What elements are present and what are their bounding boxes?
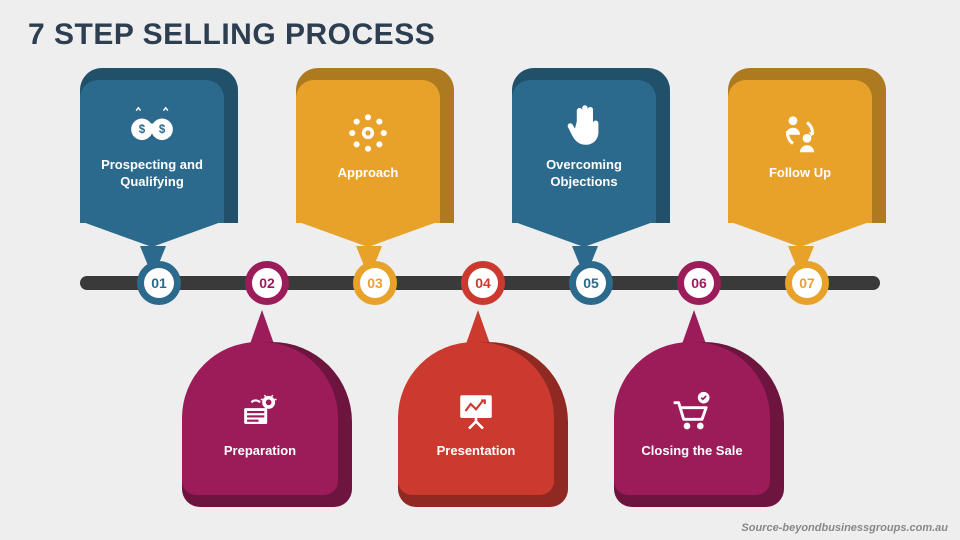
binoculars-icon: $$ [128,101,176,149]
timeline-node-04: 04 [461,261,505,305]
timeline-node-02: 02 [245,261,289,305]
timeline-node-06: 06 [677,261,721,305]
timeline-node-03: 03 [353,261,397,305]
source-attribution: Source-beyondbusinessgroups.com.au [741,522,948,534]
cart-icon [668,387,716,435]
step-card-06: Closing the Sale [614,342,784,507]
step-label: Preparation [224,443,296,459]
step-card-04: Presentation [398,342,568,507]
step-card-07: Follow Up [728,68,886,223]
step-card-01: $$Prospecting and Qualifying [80,68,238,223]
node-number: 03 [367,275,383,291]
timeline-node-01: 01 [137,261,181,305]
step-card-05: Overcoming Objections [512,68,670,223]
timeline-node-07: 07 [785,261,829,305]
node-number: 05 [583,275,599,291]
svg-text:$: $ [139,124,146,136]
node-number: 07 [799,275,815,291]
step-card-02: Preparation [182,342,352,507]
step-label: Presentation [437,443,516,459]
step-label: Overcoming Objections [520,157,648,190]
node-number: 06 [691,275,707,291]
node-number: 02 [259,275,275,291]
step-label: Follow Up [769,165,831,181]
planning-icon [236,387,284,435]
step-label: Closing the Sale [641,443,742,459]
followup-icon [776,109,824,157]
network-icon [344,109,392,157]
hand-icon [560,101,608,149]
step-label: Prospecting and Qualifying [88,157,216,190]
timeline-node-05: 05 [569,261,613,305]
svg-text:$: $ [159,124,166,136]
page-title: 7 STEP SELLING PROCESS [28,18,435,52]
node-number: 01 [151,275,167,291]
node-number: 04 [475,275,491,291]
step-card-03: Approach [296,68,454,223]
board-icon [452,387,500,435]
step-label: Approach [338,165,399,181]
